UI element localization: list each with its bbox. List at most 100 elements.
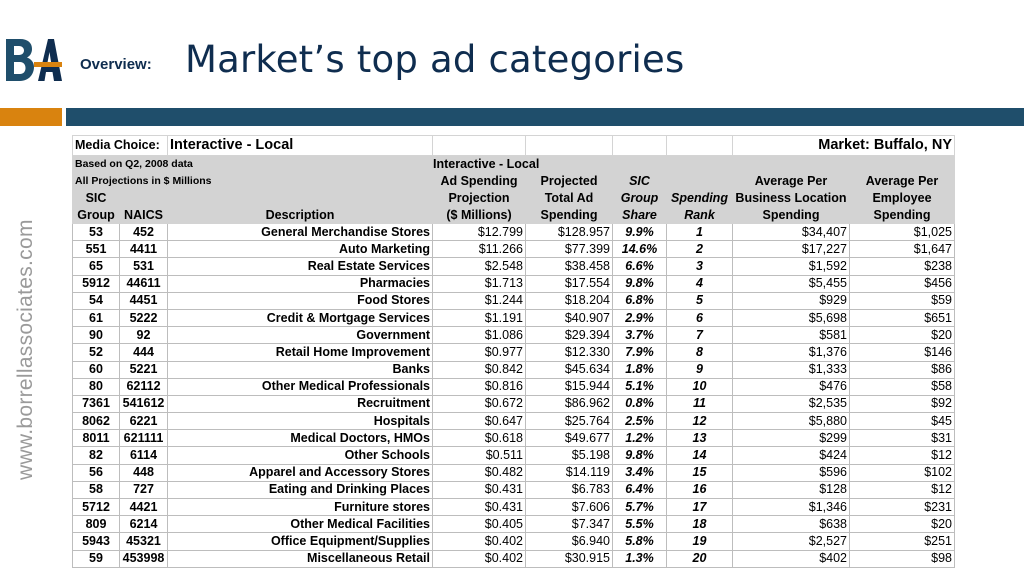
per-location-cell: $17,227 (732, 240, 850, 259)
rank-cell: 15 (666, 463, 733, 482)
share-cell: 3.7% (612, 326, 667, 345)
sic-cell: 82 (72, 446, 120, 465)
naics-cell: 531 (119, 257, 168, 276)
per-employee-cell: $59 (849, 291, 955, 310)
table-row: 809 6214 Other Medical Facilities $0.405 $7.… (72, 515, 955, 534)
adspend-cell: $0.402 (432, 532, 526, 551)
share-cell: 5.5% (612, 515, 667, 534)
description-cell: Auto Marketing (167, 240, 433, 259)
table-row: 53 452 General Merchandise Stores $12.799 $1… (72, 222, 955, 242)
per-location-cell: $1,376 (732, 343, 850, 362)
naics-cell: 452 (119, 222, 168, 242)
ad-categories-table: Media Choice: Interactive - Local Market… (72, 135, 955, 568)
table-row: 52 444 Retail Home Improvement $0.977 $12.33… (72, 343, 955, 362)
per-employee-cell: $12 (849, 446, 955, 465)
adspend-cell: $0.402 (432, 549, 526, 568)
table-row: 551 4411 Auto Marketing $11.266 $77.399 14.6%… (72, 240, 955, 259)
share-cell: 0.8% (612, 394, 667, 414)
description-cell: Other Schools (167, 446, 433, 465)
per-location-cell: $5,698 (732, 308, 850, 328)
total-spend-cell: $128.957 (525, 222, 613, 242)
per-location-cell: $1,592 (732, 257, 850, 276)
per-location-cell: $2,527 (732, 532, 850, 551)
total-spend-cell: $7.347 (525, 515, 613, 534)
total-spend-cell: $15.944 (525, 377, 613, 396)
sic-cell: 8062 (72, 412, 120, 431)
table-row: 54 4451 Food Stores $1.244 $18.204 6.8% 5 $929 $… (72, 291, 955, 310)
share-cell: 6.4% (612, 480, 667, 500)
description-cell: Credit & Mortgage Services (167, 308, 433, 328)
total-spend-cell: $17.554 (525, 274, 613, 293)
per-location-cell: $424 (732, 446, 850, 465)
per-employee-cell: $98 (849, 549, 955, 568)
per-employee-cell: $12 (849, 480, 955, 500)
per-location-cell: $5,880 (732, 412, 850, 431)
naics-cell: 5221 (119, 360, 168, 379)
share-cell: 9.8% (612, 446, 667, 465)
total-spend-cell: $77.399 (525, 240, 613, 259)
per-location-cell: $5,455 (732, 274, 850, 293)
media-choice-label: Media Choice: (72, 135, 168, 156)
header-sic: SIC (72, 189, 120, 207)
description-cell: Miscellaneous Retail (167, 549, 433, 568)
total-spend-cell: $6.783 (525, 480, 613, 500)
description-cell: Banks (167, 360, 433, 379)
sic-cell: 7361 (72, 394, 120, 414)
naics-cell: 727 (119, 480, 168, 500)
sic-cell: 53 (72, 222, 120, 242)
per-location-cell: $299 (732, 429, 850, 448)
total-spend-cell: $7.606 (525, 497, 613, 517)
sic-cell: 8011 (72, 429, 120, 448)
sic-cell: 5943 (72, 532, 120, 551)
per-location-cell: $34,407 (732, 222, 850, 242)
per-location-cell: $402 (732, 549, 850, 568)
rank-cell: 11 (666, 394, 733, 414)
adspend-cell: $2.548 (432, 257, 526, 276)
share-cell: 2.9% (612, 308, 667, 328)
description-cell: Hospitals (167, 412, 433, 431)
adspend-cell: $0.816 (432, 377, 526, 396)
share-cell: 9.9% (612, 222, 667, 242)
table-body: 53 452 General Merchandise Stores $12.799 $1… (72, 222, 955, 568)
header-row-4: Group NAICS Description ($ Millions) Spe… (72, 206, 955, 224)
share-cell: 2.5% (612, 412, 667, 431)
naics-cell: 444 (119, 343, 168, 362)
per-employee-cell: $146 (849, 343, 955, 362)
adspend-cell: $1.713 (432, 274, 526, 293)
per-employee-cell: $231 (849, 497, 955, 517)
total-spend-cell: $12.330 (525, 343, 613, 362)
per-employee-cell: $92 (849, 394, 955, 414)
per-location-cell: $1,333 (732, 360, 850, 379)
total-spend-cell: $30.915 (525, 549, 613, 568)
per-location-cell: $2,535 (732, 394, 850, 414)
total-spend-cell: $6.940 (525, 532, 613, 551)
naics-cell: 4411 (119, 240, 168, 259)
total-spend-cell: $14.119 (525, 463, 613, 482)
naics-cell: 4451 (119, 291, 168, 310)
per-employee-cell: $58 (849, 377, 955, 396)
description-cell: Eating and Drinking Places (167, 480, 433, 500)
rank-cell: 4 (666, 274, 733, 293)
adspend-cell: $11.266 (432, 240, 526, 259)
adspend-cell: $0.511 (432, 446, 526, 465)
sic-cell: 551 (72, 240, 120, 259)
per-location-cell: $128 (732, 480, 850, 500)
header-row-1: Based on Q2, 2008 data Interactive - Loc… (72, 155, 955, 173)
header-naics: NAICS (119, 206, 168, 224)
rank-cell: 14 (666, 446, 733, 465)
share-cell: 9.8% (612, 274, 667, 293)
slide-title: Market’s top ad categories (185, 38, 685, 81)
sic-cell: 60 (72, 360, 120, 379)
sic-cell: 90 (72, 326, 120, 345)
rank-cell: 16 (666, 480, 733, 500)
table-row: 7361 541612 Recruitment $0.672 $86.962 0.8% 11… (72, 394, 955, 414)
naics-cell: 4421 (119, 497, 168, 517)
naics-cell: 448 (119, 463, 168, 482)
total-spend-cell: $38.458 (525, 257, 613, 276)
header-per-employee: Average Per (849, 172, 955, 190)
per-employee-cell: $86 (849, 360, 955, 379)
per-employee-cell: $1,647 (849, 240, 955, 259)
total-spend-cell: $49.677 (525, 429, 613, 448)
per-employee-cell: $238 (849, 257, 955, 276)
per-location-cell: $638 (732, 515, 850, 534)
